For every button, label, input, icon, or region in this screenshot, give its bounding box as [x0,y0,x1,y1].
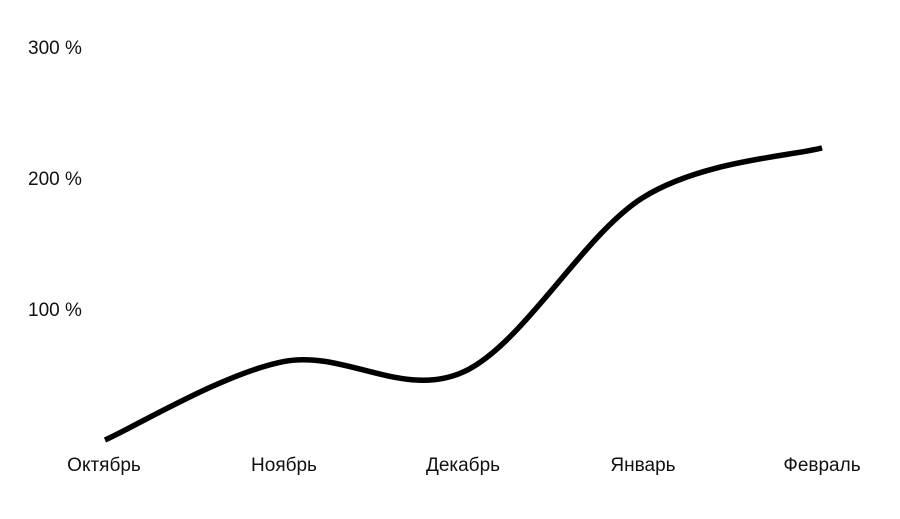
y-tick-label: 300 % [28,38,82,59]
x-tick-label: Октябрь [67,455,141,476]
x-tick-label: Декабрь [426,455,500,476]
y-tick-label: 200 % [28,169,82,190]
series-group [103,145,823,443]
y-tick-label: 100 % [28,300,82,321]
x-tick-label: Январь [610,455,675,476]
series-line [103,145,823,443]
y-axis-tick-labels: 100 % 200 % 300 % [28,38,82,321]
x-axis-tick-labels: Октябрь Ноябрь Декабрь Январь Февраль [67,455,861,476]
x-tick-label: Ноябрь [251,455,317,476]
x-tick-label: Февраль [783,455,860,476]
